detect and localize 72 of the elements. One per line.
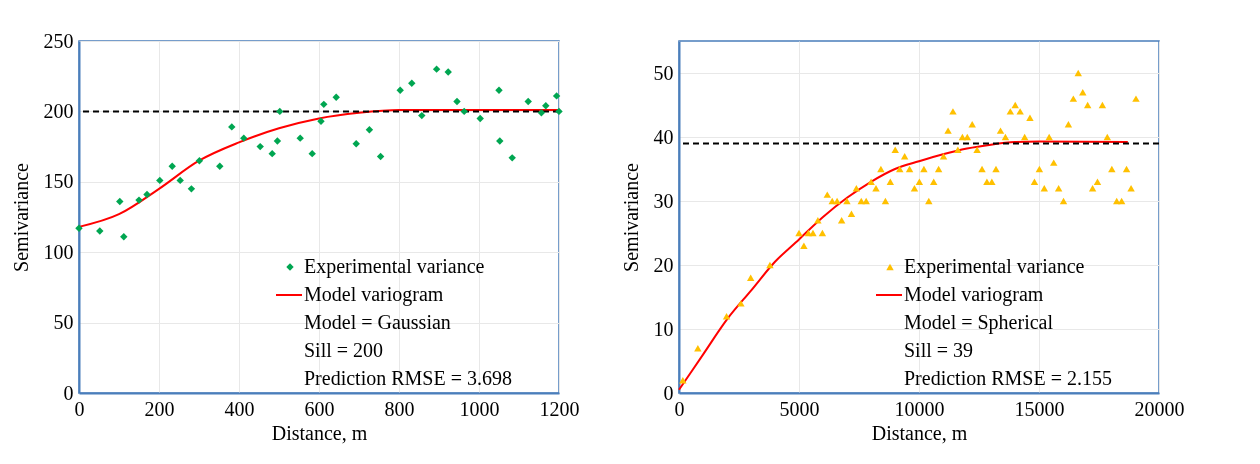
point bbox=[143, 190, 151, 199]
y-tick-label: 40 bbox=[653, 125, 674, 148]
point bbox=[187, 185, 196, 193]
y-axis-title: Semivariance bbox=[9, 162, 32, 272]
point bbox=[256, 142, 264, 151]
x-axis-title: Distance, m bbox=[871, 421, 968, 444]
legend-label: Experimental variance bbox=[904, 255, 1085, 278]
point bbox=[156, 176, 164, 185]
point bbox=[273, 137, 282, 145]
x-tick-label: 200 bbox=[144, 397, 175, 420]
point bbox=[116, 197, 124, 206]
legend-label: Model variogram bbox=[304, 283, 444, 306]
annotation: Prediction RMSE = 2.155 bbox=[904, 367, 1112, 389]
x-tick-label: 10000 bbox=[894, 397, 945, 420]
x-tick-label: 20000 bbox=[1134, 397, 1185, 420]
x-tick-label: 1200 bbox=[539, 397, 580, 420]
point bbox=[216, 162, 224, 171]
point bbox=[120, 233, 128, 241]
y-tick-label: 0 bbox=[663, 381, 674, 404]
y-tick-label: 0 bbox=[63, 381, 74, 404]
legend-label: Experimental variance bbox=[304, 255, 485, 278]
legend-label: Model variogram bbox=[904, 283, 1044, 306]
annotation: Model = Spherical bbox=[904, 311, 1054, 334]
point bbox=[460, 107, 468, 116]
x-tick-label: 15000 bbox=[1014, 397, 1065, 420]
annotation: Model = Gaussian bbox=[304, 311, 451, 333]
point bbox=[537, 109, 546, 117]
y-tick-label: 20 bbox=[653, 253, 674, 276]
point bbox=[296, 134, 304, 142]
point bbox=[268, 149, 276, 158]
point bbox=[195, 156, 204, 165]
point bbox=[228, 123, 236, 131]
y-tick-label: 30 bbox=[653, 189, 674, 212]
point bbox=[396, 86, 404, 94]
point bbox=[508, 154, 516, 162]
point bbox=[418, 111, 426, 120]
x-tick-label: 400 bbox=[224, 397, 255, 420]
point bbox=[352, 140, 360, 148]
line-series bbox=[678, 140, 1129, 391]
point bbox=[555, 107, 563, 116]
point bbox=[240, 134, 248, 142]
x-tick-label: 1000 bbox=[459, 397, 500, 420]
y-tick-label: 10 bbox=[653, 317, 674, 340]
y-tick-label: 50 bbox=[653, 61, 674, 84]
point bbox=[408, 79, 416, 87]
annotation: Sill = 200 bbox=[304, 339, 384, 361]
point bbox=[365, 126, 374, 134]
annotation: Sill = 39 bbox=[904, 339, 974, 361]
point bbox=[308, 149, 316, 158]
point bbox=[552, 92, 561, 100]
x-tick-label: 600 bbox=[304, 397, 335, 420]
point bbox=[453, 97, 461, 106]
point bbox=[524, 97, 532, 106]
y-axis-title: Semivariance bbox=[619, 162, 642, 272]
point bbox=[332, 93, 340, 102]
x-tick-label: 5000 bbox=[779, 397, 820, 420]
point bbox=[432, 65, 441, 73]
y-tick-label: 150 bbox=[43, 170, 74, 193]
point bbox=[376, 152, 385, 161]
point bbox=[320, 100, 328, 109]
x-tick-label: 800 bbox=[384, 397, 415, 420]
x-axis-title: Distance, m bbox=[271, 421, 368, 444]
annotation: Prediction RMSE = 3.698 bbox=[304, 367, 512, 389]
point bbox=[276, 107, 284, 116]
point bbox=[168, 162, 176, 171]
y-tick-label: 200 bbox=[43, 99, 74, 122]
point bbox=[476, 114, 484, 123]
point bbox=[176, 176, 184, 185]
y-tick-label: 50 bbox=[53, 311, 74, 334]
y-tick-label: 250 bbox=[43, 29, 74, 52]
point bbox=[542, 102, 550, 110]
y-tick-label: 100 bbox=[43, 240, 74, 263]
